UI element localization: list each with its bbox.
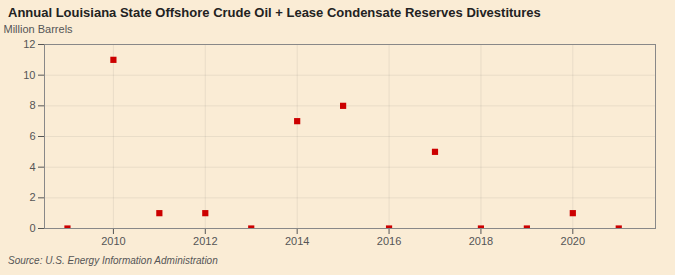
svg-text:2012: 2012: [193, 235, 217, 247]
svg-text:2: 2: [29, 191, 35, 203]
svg-text:8: 8: [29, 99, 35, 111]
svg-text:2016: 2016: [377, 235, 401, 247]
html-text:Source: U.S. Energy Informatio: Source: U.S. Energy Information Administ…: [8, 255, 218, 266]
svg-text:2014: 2014: [285, 235, 309, 247]
svg-text:10: 10: [23, 69, 35, 81]
svg-text:12: 12: [23, 38, 35, 50]
svg-text:0: 0: [29, 222, 35, 234]
svg-text:2018: 2018: [469, 235, 493, 247]
html-text:Annual Louisiana State Offshor: Annual Louisiana State Offshore Crude Oi…: [8, 5, 541, 20]
svg-text:6: 6: [29, 130, 35, 142]
svg-text:4: 4: [29, 161, 35, 173]
svg-text:Million Barrels: Million Barrels: [4, 23, 74, 35]
svg-text:2010: 2010: [101, 235, 125, 247]
svg-text:2020: 2020: [561, 235, 585, 247]
